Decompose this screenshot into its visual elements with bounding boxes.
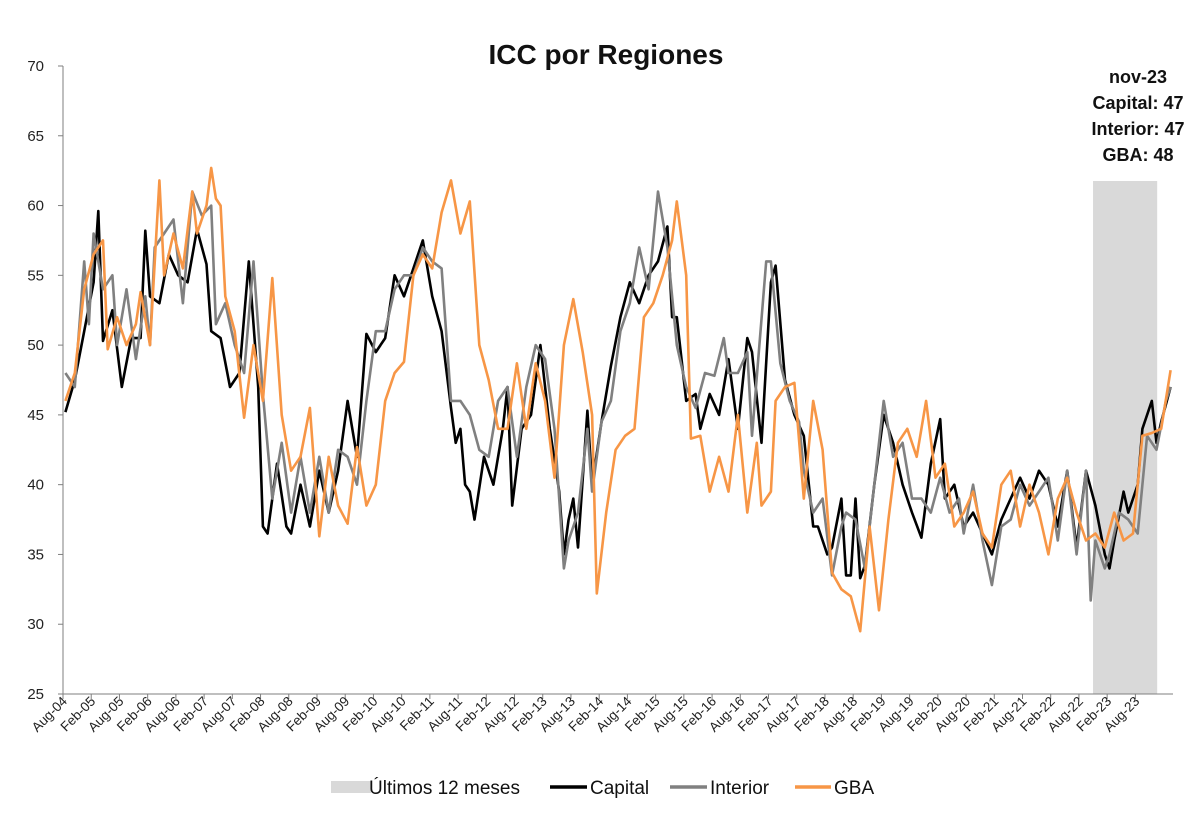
y-tick-label: 35 bbox=[27, 546, 44, 563]
annotation: nov-23 Capital: 47 Interior: 47 GBA: 48 bbox=[1091, 67, 1184, 165]
y-tick-label: 30 bbox=[27, 616, 44, 633]
y-tick-label: 50 bbox=[27, 337, 44, 354]
legend-label-gba: GBA bbox=[834, 778, 874, 799]
y-tick-label: 60 bbox=[27, 198, 44, 215]
legend-label-capital: Capital bbox=[590, 778, 649, 799]
legend-label-shaded: Últimos 12 meses bbox=[369, 777, 520, 799]
y-tick-label: 25 bbox=[27, 686, 44, 703]
series-line-interior bbox=[64, 190, 1172, 602]
y-tick-label: 40 bbox=[27, 477, 44, 494]
annotation-gba: GBA: 48 bbox=[1102, 145, 1173, 165]
y-tick-label: 55 bbox=[27, 267, 44, 284]
y-tick-label: 45 bbox=[27, 407, 44, 424]
annotation-date: nov-23 bbox=[1109, 67, 1167, 87]
legend-swatch-shaded bbox=[331, 781, 371, 793]
y-tick-label: 70 bbox=[27, 58, 44, 75]
annotation-capital: Capital: 47 bbox=[1092, 93, 1183, 113]
legend-label-interior: Interior bbox=[710, 778, 770, 799]
chart-title: ICC por Regiones bbox=[489, 39, 724, 70]
legend: Últimos 12 meses Capital Interior GBA bbox=[331, 777, 874, 799]
series-line-gba bbox=[64, 166, 1172, 633]
annotation-interior: Interior: 47 bbox=[1091, 119, 1184, 139]
y-tick-label: 65 bbox=[27, 128, 44, 145]
